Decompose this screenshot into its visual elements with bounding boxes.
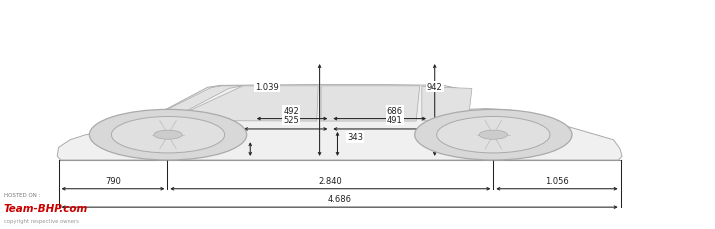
Text: copyright respective owners: copyright respective owners	[4, 218, 79, 223]
Text: 343: 343	[347, 133, 363, 142]
Circle shape	[415, 110, 572, 160]
Text: 525: 525	[283, 116, 299, 125]
Text: 4.686: 4.686	[327, 194, 352, 203]
Text: HOSTED ON :: HOSTED ON :	[4, 192, 40, 197]
Circle shape	[154, 131, 182, 140]
Polygon shape	[422, 87, 472, 121]
Text: 1.056: 1.056	[545, 176, 569, 185]
Polygon shape	[321, 86, 420, 122]
Polygon shape	[168, 86, 318, 122]
Text: 1.039: 1.039	[255, 82, 279, 92]
Circle shape	[89, 110, 247, 160]
Circle shape	[479, 131, 508, 140]
Text: 286: 286	[221, 133, 237, 142]
Text: 492: 492	[283, 106, 299, 115]
Circle shape	[437, 117, 550, 153]
Polygon shape	[143, 86, 243, 122]
Text: 686: 686	[387, 106, 403, 115]
Polygon shape	[57, 85, 622, 160]
Text: 491: 491	[387, 116, 403, 125]
Text: Team-BHP.com: Team-BHP.com	[4, 203, 88, 213]
Text: 2.840: 2.840	[318, 176, 342, 185]
Circle shape	[112, 117, 225, 153]
Text: 942: 942	[427, 82, 443, 92]
Text: 790: 790	[105, 176, 121, 185]
